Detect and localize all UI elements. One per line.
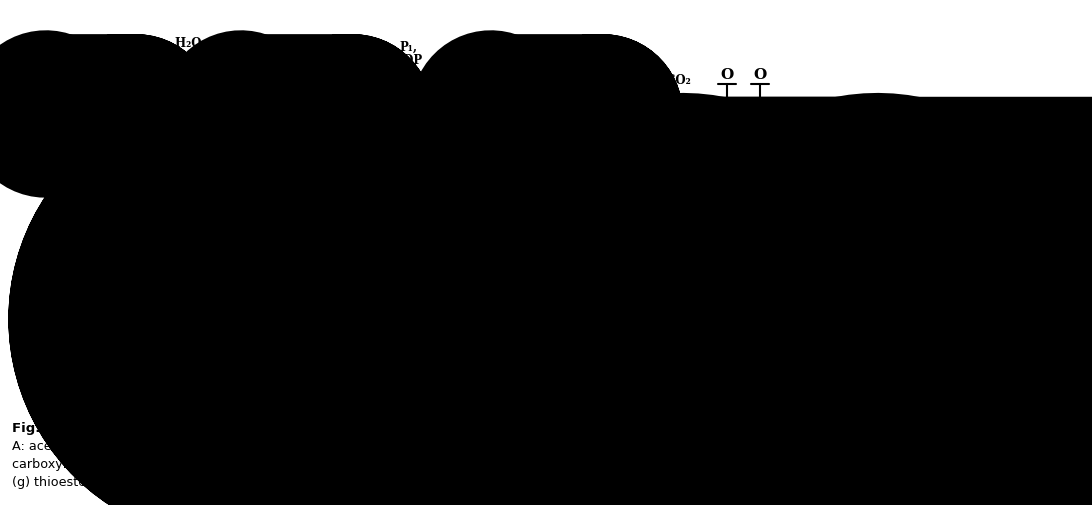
Text: (CH₂)ₙ: (CH₂)ₙ bbox=[795, 313, 851, 326]
Text: A: acetic acid; B: acetyl Co-A; C: malonyl Co-A; D: malonyl Co-A derivative; E: : A: acetic acid; B: acetyl Co-A; C: malon… bbox=[12, 439, 842, 452]
Text: H₂O: H₂O bbox=[179, 258, 205, 271]
Text: O: O bbox=[271, 68, 284, 82]
Text: O: O bbox=[467, 273, 480, 286]
Text: OH: OH bbox=[772, 282, 799, 296]
Text: H⁺: H⁺ bbox=[1061, 197, 1079, 210]
Text: H₂O, PP₁,: H₂O, PP₁, bbox=[175, 36, 236, 49]
Text: g: g bbox=[200, 340, 211, 355]
Text: HO: HO bbox=[27, 313, 55, 326]
Text: (g) thioesterase: (g) thioesterase bbox=[12, 475, 114, 488]
Text: O: O bbox=[708, 273, 721, 286]
Text: XS: XS bbox=[429, 313, 452, 326]
Text: E: E bbox=[69, 367, 81, 381]
Text: AMP: AMP bbox=[190, 50, 221, 63]
Text: O: O bbox=[500, 68, 513, 82]
Text: e: e bbox=[636, 340, 645, 355]
Text: ATP: ATP bbox=[130, 54, 156, 66]
Text: H₃C: H₃C bbox=[22, 108, 55, 122]
Text: H: H bbox=[549, 344, 565, 358]
Text: D: D bbox=[744, 163, 757, 177]
Text: A: A bbox=[59, 163, 71, 177]
Text: H₃C: H₃C bbox=[222, 108, 256, 122]
Text: P₁,: P₁, bbox=[399, 40, 417, 54]
Text: NAD(P)H: NAD(P)H bbox=[352, 253, 413, 266]
Text: C: C bbox=[476, 163, 488, 177]
Text: XS: XS bbox=[669, 313, 692, 326]
Text: (CH₂)ₙ: (CH₂)ₙ bbox=[339, 313, 393, 326]
Text: H: H bbox=[120, 344, 134, 358]
Text: O: O bbox=[870, 273, 883, 286]
Text: n→n+2: n→n+2 bbox=[589, 68, 633, 81]
Text: O: O bbox=[721, 68, 734, 82]
Text: XS: XS bbox=[832, 313, 855, 326]
Text: (CH₂)ₙ: (CH₂)ₙ bbox=[132, 313, 188, 326]
Text: Fig. 2: Biosynthetic pathway of fatty acid: Fig. 2: Biosynthetic pathway of fatty ac… bbox=[12, 421, 322, 434]
Text: SCoA: SCoA bbox=[317, 108, 363, 122]
Text: b: b bbox=[380, 136, 390, 149]
Text: O: O bbox=[273, 273, 286, 286]
Text: carboxylase; (c) ketoacyl synthase and acyltransferase; (d) ketoacyl reductase; : carboxylase; (c) ketoacyl synthase and a… bbox=[12, 457, 842, 470]
Text: XS: XS bbox=[682, 108, 705, 122]
Text: HSCoA: HSCoA bbox=[120, 40, 166, 54]
Text: H₂O: H₂O bbox=[627, 258, 653, 271]
Text: ADP: ADP bbox=[394, 54, 423, 66]
Text: c: c bbox=[630, 136, 640, 149]
Text: H: H bbox=[783, 344, 797, 358]
Text: SCoA: SCoA bbox=[547, 108, 592, 122]
Text: H: H bbox=[793, 140, 807, 154]
Text: d: d bbox=[987, 210, 998, 224]
Text: f: f bbox=[396, 340, 403, 355]
Text: H: H bbox=[325, 344, 341, 358]
Text: HCO₃⁻: HCO₃⁻ bbox=[331, 40, 373, 54]
Text: XS: XS bbox=[235, 313, 258, 326]
Text: H: H bbox=[923, 344, 937, 358]
Text: ATP: ATP bbox=[339, 54, 365, 66]
Text: a: a bbox=[170, 136, 180, 149]
Text: (CH₂)ₙ: (CH₂)ₙ bbox=[805, 108, 860, 122]
Text: ': ' bbox=[508, 163, 512, 177]
Text: NAD(P)⁺: NAD(P)⁺ bbox=[1042, 230, 1092, 243]
Text: OH: OH bbox=[107, 108, 134, 122]
Text: O: O bbox=[467, 68, 480, 82]
Text: HSX, CO₂: HSX, CO₂ bbox=[649, 251, 711, 264]
Text: O: O bbox=[753, 68, 767, 82]
Text: c: c bbox=[583, 226, 593, 239]
Text: HSX, CO₂: HSX, CO₂ bbox=[629, 73, 691, 86]
Text: HO: HO bbox=[425, 108, 452, 122]
Text: NAD(P)H: NAD(P)H bbox=[1040, 182, 1092, 195]
Text: HSX: HSX bbox=[215, 258, 245, 271]
Text: NAD(P)⁺: NAD(P)⁺ bbox=[400, 258, 456, 271]
Text: (CH₂)ₙ: (CH₂)ₙ bbox=[935, 313, 990, 326]
Text: O: O bbox=[70, 273, 84, 286]
Text: H⁺: H⁺ bbox=[373, 268, 391, 281]
Text: O: O bbox=[70, 68, 84, 82]
Text: B: B bbox=[266, 163, 280, 177]
Text: n→n+2: n→n+2 bbox=[657, 237, 702, 250]
Text: (CH₂)ₙ: (CH₂)ₙ bbox=[562, 313, 617, 326]
